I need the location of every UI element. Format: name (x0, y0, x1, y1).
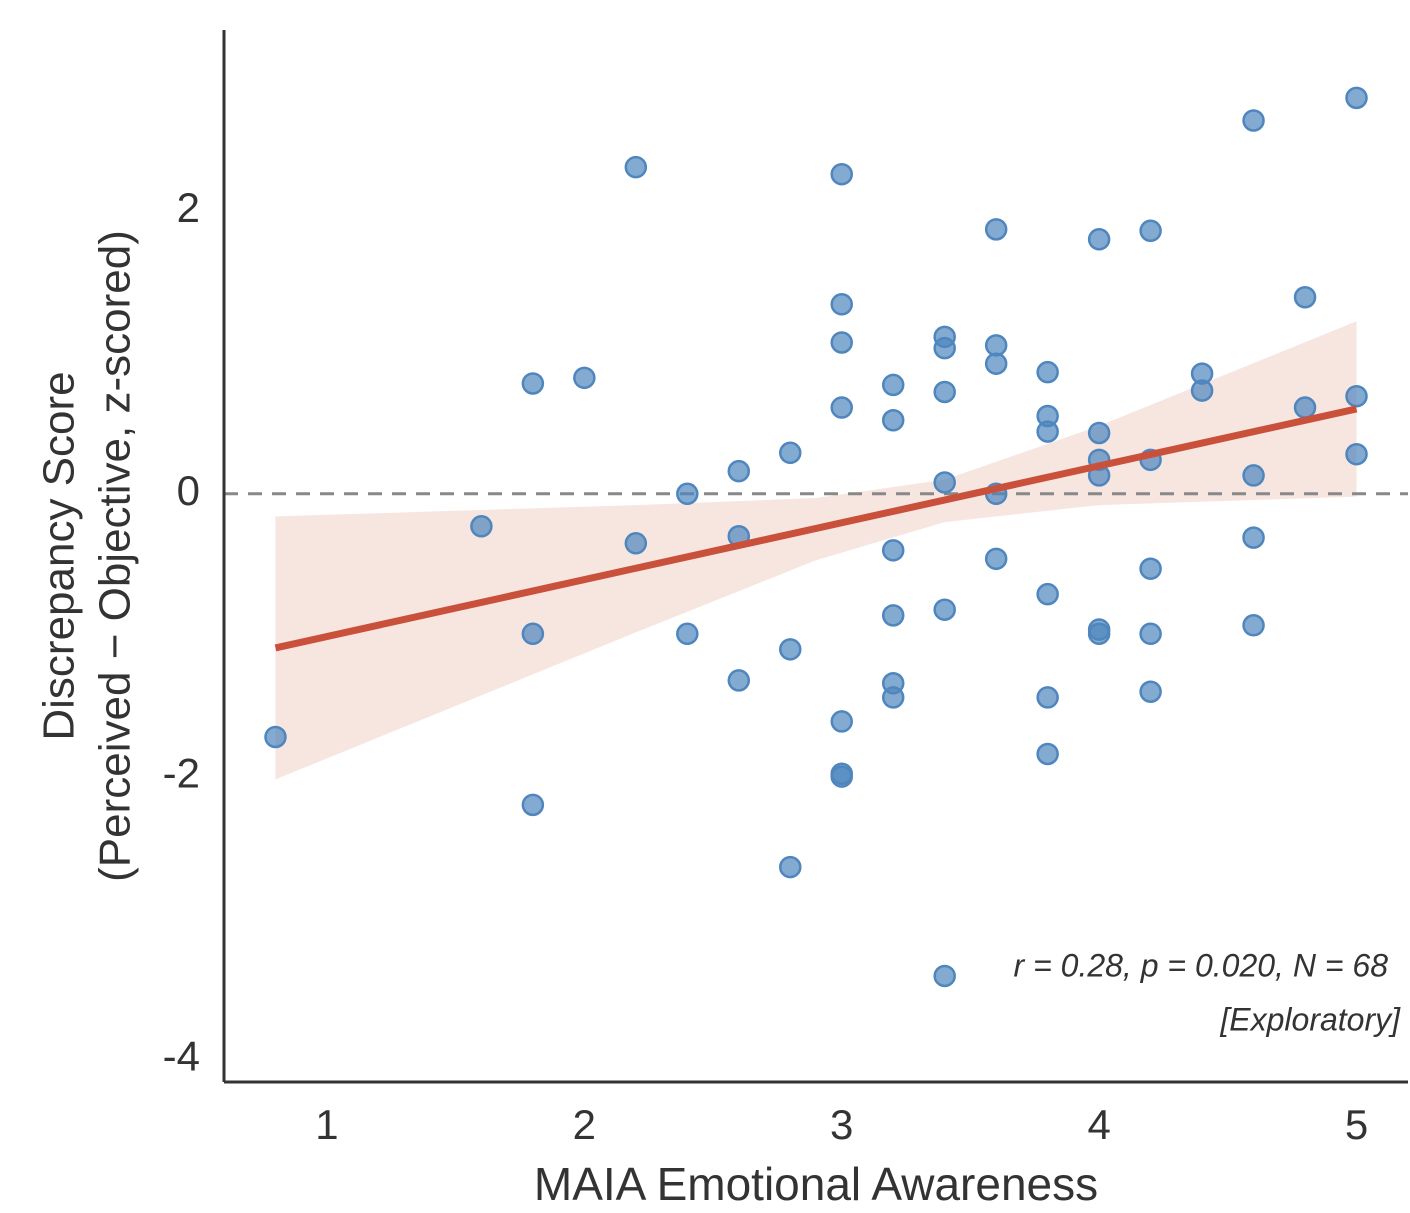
fit-line (274, 405, 1358, 652)
x-axis-label: MAIA Emotional Awareness (534, 1158, 1098, 1210)
point (1087, 228, 1111, 251)
point (1087, 622, 1111, 646)
point (933, 964, 956, 988)
point (984, 352, 1008, 375)
point (1139, 557, 1162, 580)
point (624, 532, 648, 555)
point (727, 669, 751, 692)
point (1036, 360, 1059, 384)
point (881, 686, 905, 709)
point (830, 331, 853, 354)
point (881, 409, 905, 432)
point (830, 710, 853, 733)
point (624, 155, 648, 179)
point (779, 638, 802, 661)
point (521, 372, 545, 395)
point (1293, 396, 1317, 419)
y-tick-label: -2 (163, 750, 200, 797)
point (779, 441, 802, 465)
point (779, 855, 802, 879)
x-tick-label: 3 (830, 1101, 853, 1148)
point (881, 539, 905, 562)
y-axis-label: Discrepancy Score (35, 371, 84, 740)
y-tick-label: 0 (177, 467, 200, 514)
point (1139, 622, 1162, 646)
point (1293, 285, 1317, 309)
point (1036, 686, 1059, 709)
point (830, 396, 853, 419)
point (1242, 526, 1265, 549)
y-axis-label: (Perceived − Objective, z-scored) (91, 230, 140, 882)
point (933, 380, 956, 404)
point (984, 218, 1008, 241)
point (727, 459, 751, 483)
point (573, 366, 596, 390)
point (1087, 421, 1111, 445)
x-tick-label: 5 (1345, 1101, 1368, 1148)
point (1036, 742, 1059, 766)
point (830, 293, 853, 316)
point (1242, 464, 1265, 487)
point (264, 725, 287, 749)
x-tick-label: 2 (573, 1101, 596, 1148)
point (1345, 86, 1368, 110)
x-tick-label: 1 (315, 1101, 338, 1148)
point (984, 547, 1008, 571)
y-tick-label: 2 (177, 184, 200, 231)
point (1242, 109, 1265, 132)
confidence-band (275, 321, 1357, 780)
point (676, 482, 699, 506)
point (933, 598, 956, 621)
point (470, 515, 493, 538)
point (1242, 614, 1265, 637)
point (830, 162, 853, 186)
annotation: [Exploratory] (1219, 1001, 1401, 1037)
point (1190, 379, 1214, 402)
point (1139, 680, 1162, 703)
point (1345, 384, 1368, 408)
point (676, 622, 699, 646)
point (1345, 442, 1368, 466)
annotation: r = 0.28, p = 0.020, N = 68 (1014, 947, 1389, 983)
point (1036, 420, 1059, 443)
point (984, 334, 1008, 357)
point (1036, 582, 1059, 606)
point (881, 604, 905, 627)
point (521, 622, 545, 646)
point (933, 471, 956, 494)
point (830, 765, 853, 788)
x-tick-label: 4 (1087, 1101, 1110, 1148)
point (881, 373, 905, 397)
point (933, 336, 956, 360)
y-tick-label: -4 (163, 1032, 200, 1079)
point (1139, 219, 1162, 243)
point (521, 793, 545, 817)
